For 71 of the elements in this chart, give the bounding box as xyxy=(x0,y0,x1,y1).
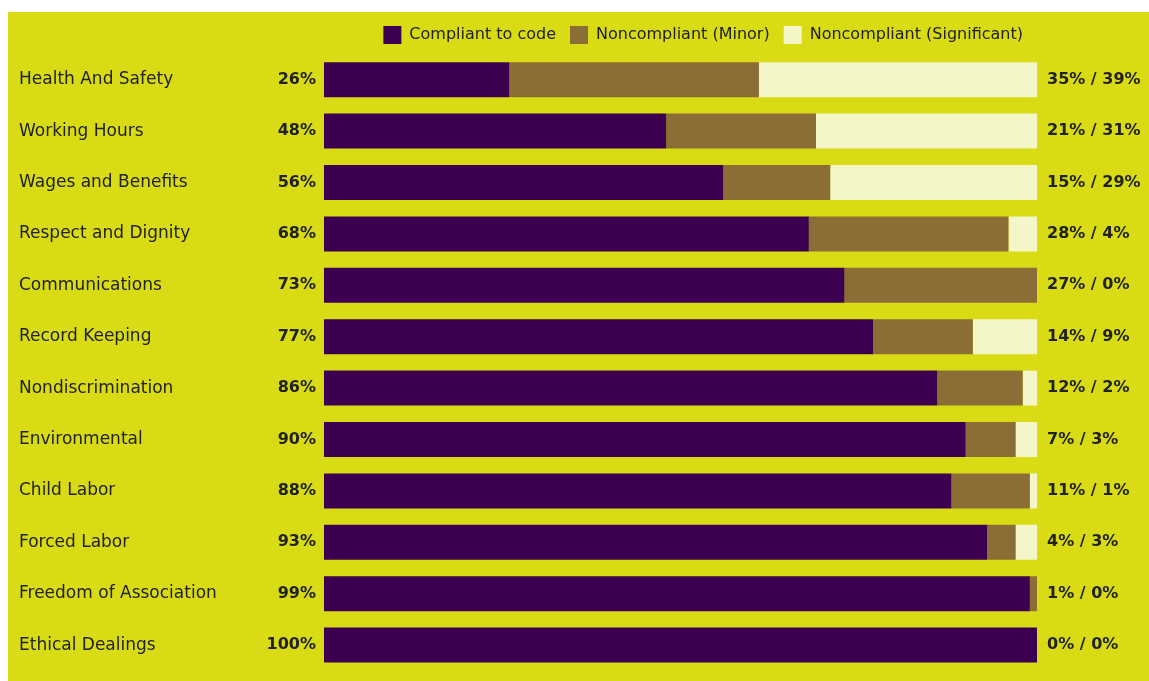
y-tick-label: Record Keeping xyxy=(19,325,152,346)
bar xyxy=(972,319,1037,355)
bar xyxy=(951,473,1030,509)
data-label: 90% xyxy=(277,428,316,448)
bar xyxy=(324,165,724,200)
bar xyxy=(1015,524,1037,560)
data-label: 35% / 39% xyxy=(1047,68,1141,88)
bar xyxy=(937,370,1023,406)
bar xyxy=(1029,576,1037,612)
data-label: 77% xyxy=(277,325,316,345)
data-label: 100% xyxy=(266,634,316,654)
bar xyxy=(509,62,759,98)
bar xyxy=(324,267,845,303)
bar xyxy=(324,627,1037,663)
data-label: 73% xyxy=(277,274,316,294)
data-label: 0% / 0% xyxy=(1047,634,1119,654)
bar xyxy=(324,422,966,457)
bar xyxy=(324,62,510,98)
bar xyxy=(815,113,1037,149)
bar xyxy=(965,422,1016,457)
bar xyxy=(844,267,1037,303)
bar xyxy=(1015,422,1037,457)
bar xyxy=(1029,473,1037,509)
bar xyxy=(666,113,816,149)
data-label: 21% / 31% xyxy=(1047,120,1141,140)
bar xyxy=(1008,216,1037,252)
data-label: 26% xyxy=(277,68,316,88)
bar xyxy=(324,216,809,252)
legend-label: Noncompliant (Minor) xyxy=(595,24,770,44)
data-label: 88% xyxy=(277,480,316,500)
data-label: 86% xyxy=(277,377,316,397)
y-tick-label: Child Labor xyxy=(19,479,116,500)
y-tick-label: Ethical Dealings xyxy=(19,633,156,654)
data-label: 14% / 9% xyxy=(1047,325,1130,345)
y-tick-label: Nondiscrimination xyxy=(19,376,174,397)
y-tick-label: Forced Labor xyxy=(19,530,130,551)
data-label: 4% / 3% xyxy=(1047,531,1119,551)
bar xyxy=(758,62,1037,98)
data-label: 7% / 3% xyxy=(1047,428,1119,448)
bar xyxy=(324,524,988,560)
bar xyxy=(987,524,1016,560)
bar xyxy=(324,370,938,406)
y-tick-label: Wages and Benefits xyxy=(19,170,188,191)
data-label: 48% xyxy=(277,120,316,140)
data-label: 11% / 1% xyxy=(1047,480,1130,500)
y-tick-label: Communications xyxy=(19,273,162,294)
data-label: 28% / 4% xyxy=(1047,223,1130,243)
y-tick-label: Freedom of Association xyxy=(19,582,217,603)
data-label: 27% / 0% xyxy=(1047,274,1130,294)
bar xyxy=(873,319,973,355)
bar xyxy=(324,576,1030,612)
bar xyxy=(324,473,952,509)
data-label: 15% / 29% xyxy=(1047,171,1141,191)
bar xyxy=(808,216,1009,252)
y-tick-label: Respect and Dignity xyxy=(19,222,191,243)
data-label: 99% xyxy=(277,582,316,602)
bar xyxy=(324,113,667,149)
legend-label: Noncompliant (Significant) xyxy=(809,24,1023,44)
bar xyxy=(723,165,831,200)
bar xyxy=(1022,370,1037,406)
data-label: 12% / 2% xyxy=(1047,377,1130,397)
data-label: 1% / 0% xyxy=(1047,582,1119,602)
y-tick-label: Health And Safety xyxy=(19,68,174,89)
y-tick-label: Environmental xyxy=(19,427,143,448)
y-tick-label: Working Hours xyxy=(19,119,144,140)
bar xyxy=(324,319,874,355)
bar xyxy=(830,165,1037,200)
data-label: 93% xyxy=(277,531,316,551)
legend-label: Compliant to code xyxy=(409,24,556,44)
data-label: 68% xyxy=(277,223,316,243)
data-label: 56% xyxy=(277,171,316,191)
